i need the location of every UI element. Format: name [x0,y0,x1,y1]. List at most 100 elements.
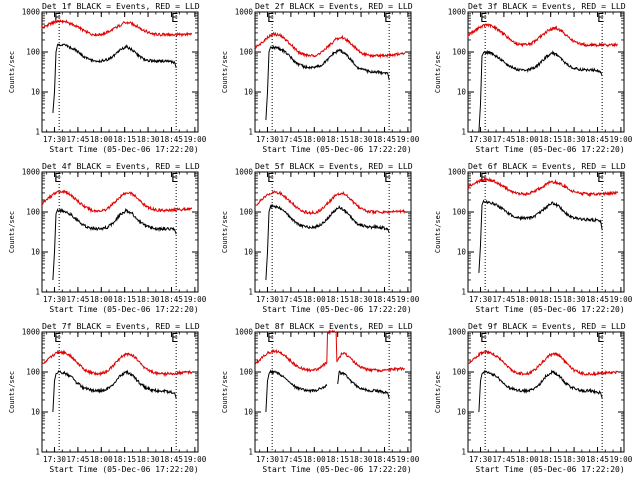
events-series-line [52,207,177,281]
events-series-line [265,203,390,281]
y-tick-label: 10 [244,248,254,257]
lld-series-line [254,190,406,216]
x-tick-label: 18:30 [563,295,586,304]
x-tick-label: 19:00 [183,135,206,144]
x-tick-label: 17:45 [66,295,89,304]
x-axis-label: Start Time (05-Dec-06 17:22:20) [49,145,198,154]
y-tick-label: 100 [26,48,40,57]
x-tick-label: 19:00 [396,295,419,304]
event-marker-label: E [171,171,178,185]
event-marker-label: E [267,331,274,345]
lld-series-line [41,349,193,378]
plot-frame [254,171,412,293]
event-marker-label: E [171,11,178,25]
plot-frame [41,171,199,293]
x-tick-label: 18:00 [90,135,113,144]
y-axis-label: Counts/sec [221,211,229,253]
x-tick-label: 18:45 [586,135,609,144]
y-tick-label: 1 [248,128,253,137]
y-axis-label: Counts/sec [8,211,16,253]
y-tick-label: 1 [461,448,466,457]
x-tick-label: 18:30 [350,135,373,144]
lld-series-line [41,189,193,214]
x-tick-label: 18:00 [516,295,539,304]
y-tick-label: 100 [452,368,466,377]
detector-panel-1: Det 1f BLACK = Events, RED = LLD 1 10 100 10… [8,1,207,154]
x-tick-label: 17:30 [43,135,66,144]
x-tick-label: 18:30 [350,455,373,464]
x-tick-label: 18:45 [373,135,396,144]
events-series-line [478,199,603,273]
lld-series-line [41,19,193,38]
events-series-line [52,369,177,413]
event-marker-label: E [480,331,487,345]
x-axis-label: Start Time (05-Dec-06 17:22:20) [475,465,624,474]
panel-title: Det 1f BLACK = Events, RED = LLD [42,1,200,11]
lld-series-line [467,176,619,198]
x-tick-label: 18:45 [586,455,609,464]
x-tick-label: 19:00 [183,295,206,304]
event-marker-label: E [480,11,487,25]
y-axis-label: Counts/sec [8,51,16,93]
x-tick-label: 18:45 [373,295,396,304]
y-axis-label: Counts/sec [434,371,442,413]
events-series-line [265,44,390,121]
x-tick-label: 17:30 [469,295,492,304]
y-axis-label: Counts/sec [434,211,442,253]
panel-title: Det 6f BLACK = Events, RED = LLD [468,161,626,171]
y-tick-label: 10 [31,408,41,417]
y-tick-label: 10 [457,248,467,257]
y-tick-label: 100 [452,208,466,217]
event-marker-label: E [597,11,604,25]
y-tick-label: 10 [244,88,254,97]
detector-panel-9: Det 9f BLACK = Events, RED = LLD 1 10 100 10… [434,321,633,474]
event-marker-label: E [480,171,487,185]
event-marker-label: E [54,331,61,345]
x-tick-label: 18:30 [137,455,160,464]
y-tick-label: 1 [461,288,466,297]
events-series-line [478,49,603,133]
event-marker-label: E [267,171,274,185]
event-marker-label: E [597,171,604,185]
plot-frame [254,11,412,133]
x-tick-label: 18:15 [326,455,349,464]
y-tick-label: 100 [26,368,40,377]
events-series-line [52,43,177,113]
x-tick-label: 19:00 [609,295,632,304]
x-tick-label: 17:30 [256,455,279,464]
detector-panel-2: Det 2f BLACK = Events, RED = LLD 1 10 100 10… [221,1,420,154]
x-tick-label: 18:45 [373,455,396,464]
y-tick-label: 100 [26,208,40,217]
x-tick-label: 17:45 [279,135,302,144]
x-tick-label: 19:00 [609,135,632,144]
x-tick-label: 18:30 [563,455,586,464]
lld-series-line [254,330,405,374]
detector-panel-4: Det 4f BLACK = Events, RED = LLD 1 10 100 10… [8,161,207,314]
event-marker-label: E [384,171,391,185]
events-series-line [478,369,603,413]
x-axis-label: Start Time (05-Dec-06 17:22:20) [475,305,624,314]
event-marker-label: E [384,331,391,345]
y-tick-label: 1 [248,288,253,297]
y-tick-label: 10 [31,88,41,97]
y-tick-label: 1000 [22,328,41,337]
event-marker-label: E [54,11,61,25]
y-tick-label: 1 [35,288,40,297]
x-tick-label: 18:00 [90,455,113,464]
x-axis-label: Start Time (05-Dec-06 17:22:20) [49,465,198,474]
y-tick-label: 100 [452,48,466,57]
y-tick-label: 1000 [235,8,254,17]
y-tick-label: 1000 [448,8,467,17]
y-tick-label: 1000 [235,328,254,337]
x-axis-label: Start Time (05-Dec-06 17:22:20) [262,305,411,314]
detector-panel-6: Det 6f BLACK = Events, RED = LLD 1 10 100 10… [434,161,633,314]
x-tick-label: 17:30 [469,455,492,464]
x-tick-label: 17:30 [43,295,66,304]
lld-series-line [467,350,619,377]
plot-frame [41,11,199,133]
x-tick-label: 18:30 [350,295,373,304]
x-tick-label: 18:15 [113,135,136,144]
x-tick-label: 18:45 [586,295,609,304]
x-tick-label: 19:00 [609,455,632,464]
